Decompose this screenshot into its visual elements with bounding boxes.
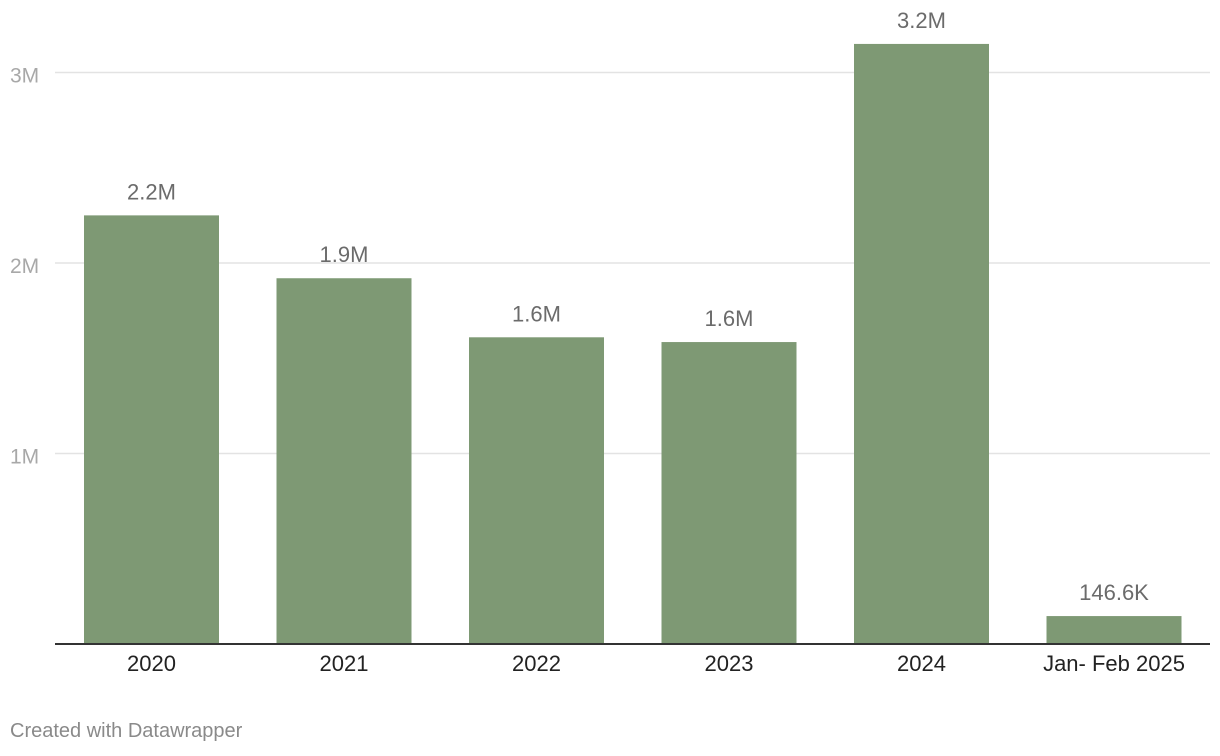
y-tick-label-1m: 1M bbox=[10, 446, 39, 469]
bar-value-labels: 2.2M 1.9M 1.6M 1.6M 3.2M 146.6K bbox=[127, 8, 1149, 605]
bars bbox=[84, 43, 1182, 645]
bar-2020 bbox=[84, 215, 219, 644]
category-label-2020: 2020 bbox=[127, 651, 176, 676]
y-tick-label-3m: 3M bbox=[10, 65, 39, 88]
y-axis-tick-labels: 1M 2M 3M bbox=[10, 65, 39, 469]
bar-2022 bbox=[469, 337, 604, 644]
value-label-2022: 1.6M bbox=[512, 301, 561, 326]
category-label-2024: 2024 bbox=[897, 651, 946, 676]
category-label-2021: 2021 bbox=[320, 651, 369, 676]
bar-2021 bbox=[276, 278, 412, 644]
category-label-2023: 2023 bbox=[705, 651, 754, 676]
value-label-2020: 2.2M bbox=[127, 179, 176, 204]
category-label-jan-feb-2025: Jan- Feb 2025 bbox=[1043, 651, 1185, 676]
x-axis-tick-labels: 2020 2021 2022 2023 2024 Jan- Feb 2025 bbox=[127, 651, 1185, 676]
bar-jan-feb-2025 bbox=[1046, 616, 1182, 644]
datawrapper-credit: Created with Datawrapper bbox=[10, 720, 243, 742]
y-tick-label-2m: 2M bbox=[10, 255, 39, 278]
value-label-jan-feb-2025: 146.6K bbox=[1079, 580, 1149, 605]
category-label-2022: 2022 bbox=[512, 651, 561, 676]
gridlines bbox=[55, 71, 1210, 455]
value-label-2023: 1.6M bbox=[705, 306, 754, 331]
value-label-2021: 1.9M bbox=[320, 242, 369, 267]
bar-2023 bbox=[661, 342, 797, 644]
bar-2024 bbox=[854, 43, 989, 645]
value-label-2024: 3.2M bbox=[897, 8, 946, 33]
